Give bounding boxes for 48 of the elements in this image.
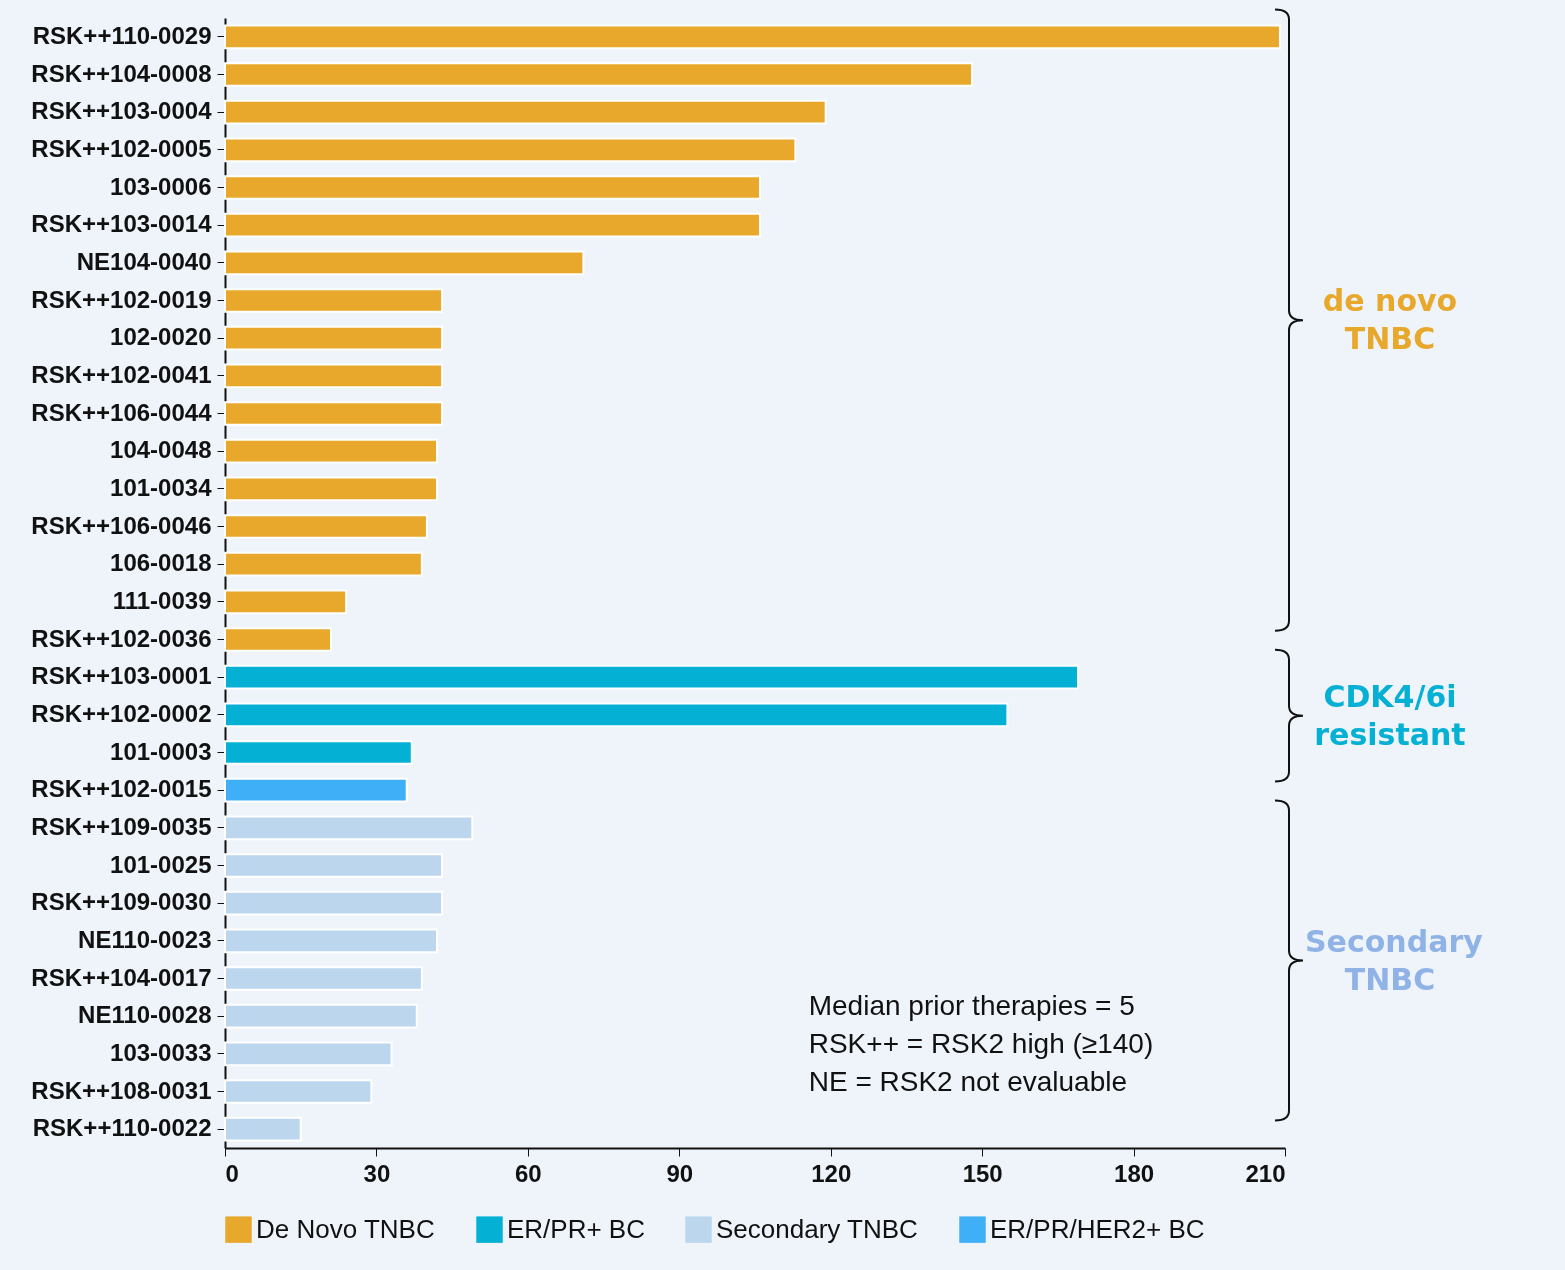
y-tick-label: RSK++102-0015 xyxy=(31,775,212,803)
y-tick-label: RSK++110-0029 xyxy=(32,21,212,49)
x-tick-label: 0 xyxy=(225,1159,239,1187)
annotation: NE = RSK2 not evaluable xyxy=(808,1064,1128,1099)
text: Secondary TNBC xyxy=(1305,922,1483,999)
x-tick-label: 120 xyxy=(811,1159,852,1187)
y-tick-label: 101-0003 xyxy=(110,737,212,765)
text: CDK4/6i resistant xyxy=(1313,677,1467,754)
y-tick-label: 103-0033 xyxy=(110,1038,212,1066)
legend-label: De Novo TNBC xyxy=(256,1213,435,1244)
y-tick-label: RSK++103-0014 xyxy=(31,210,213,238)
y-tick-label: RSK++102-0036 xyxy=(31,624,212,652)
y-tick-label: 101-0034 xyxy=(110,473,213,501)
x-tick-label: 30 xyxy=(363,1159,391,1187)
y-tick-label: 106-0018 xyxy=(110,549,212,577)
legend-label: Secondary TNBC xyxy=(716,1213,918,1244)
y-tick-label: NE110-0023 xyxy=(78,925,212,953)
text: de novo TNBC xyxy=(1321,282,1459,359)
annotation: RSK++ = RSK2 high (≥140) xyxy=(808,1026,1154,1061)
x-tick-label: 60 xyxy=(515,1159,542,1187)
annotation: Median prior therapies = 5 xyxy=(808,988,1135,1023)
y-tick-label: RSK++104-0017 xyxy=(31,963,212,991)
legend-label: ER/PR/HER2+ BC xyxy=(990,1213,1205,1244)
y-tick-label: 103-0006 xyxy=(110,172,212,200)
y-tick-label: RSK++102-0002 xyxy=(31,699,212,727)
y-tick-label: 102-0020 xyxy=(110,323,212,351)
y-tick-label: RSK++103-0004 xyxy=(31,97,213,125)
x-tick-label: 180 xyxy=(1114,1159,1155,1187)
y-tick-label: 111-0039 xyxy=(112,586,212,614)
y-tick-label: RSK++106-0044 xyxy=(31,398,213,426)
y-tick-label: 101-0025 xyxy=(110,850,212,878)
x-tick-label: 90 xyxy=(666,1159,694,1187)
y-tick-label: RSK++110-0022 xyxy=(32,1114,212,1142)
y-tick-label: RSK++102-0041 xyxy=(31,360,212,388)
y-tick-label: NE110-0028 xyxy=(78,1001,212,1029)
x-tick-label: 150 xyxy=(962,1159,1003,1187)
y-tick-label: RSK++102-0005 xyxy=(31,134,212,162)
y-tick-label: RSK++109-0035 xyxy=(31,812,212,840)
y-tick-label: RSK++103-0001 xyxy=(31,662,212,690)
legend-label: ER/PR+ BC xyxy=(507,1213,645,1244)
y-tick-label: RSK++109-0030 xyxy=(31,888,212,916)
x-tick-label: 210 xyxy=(1245,1159,1286,1187)
y-tick-label: RSK++108-0031 xyxy=(31,1076,212,1104)
y-tick-label: RSK++104-0008 xyxy=(31,59,212,87)
y-tick-label: RSK++102-0019 xyxy=(31,285,212,313)
y-tick-label: NE104-0040 xyxy=(76,247,212,275)
y-tick-label: 104-0048 xyxy=(110,436,212,464)
y-tick-label: RSK++106-0046 xyxy=(31,511,212,539)
